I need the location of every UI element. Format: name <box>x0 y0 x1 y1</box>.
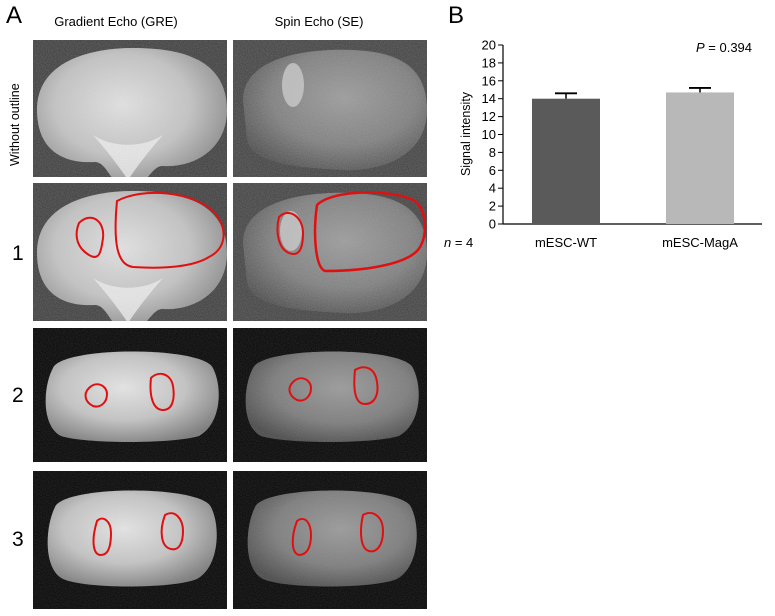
mri-gre-row-3 <box>33 471 227 609</box>
mri-se-without-outline <box>233 40 427 177</box>
y-tick-label: 20 <box>482 38 496 53</box>
bar-chart: 0 2 4 6 8 10 12 14 16 18 20 mESC-WT mESC-MagA Signa… <box>444 38 762 250</box>
mri-se-row-2 <box>233 328 427 462</box>
bar-mESC-MagA <box>666 92 734 224</box>
y-axis-label: Signal intensity <box>459 91 473 176</box>
bar-mESC-WT <box>532 98 600 224</box>
panel-b-label: B <box>448 2 465 29</box>
n-value: = 4 <box>451 235 473 250</box>
n-symbol: n <box>444 235 451 250</box>
row-label-3: 3 <box>12 528 24 551</box>
mri-se-row-3 <box>233 471 427 609</box>
mri-gre-row-1 <box>33 183 227 321</box>
mri-se-row-1 <box>233 183 427 321</box>
p-value: = 0.394 <box>705 40 752 55</box>
bars-group <box>532 87 734 224</box>
y-tick-label: 0 <box>489 217 496 232</box>
p-symbol: P <box>696 40 705 55</box>
mri-gre-without-outline <box>33 40 227 177</box>
y-tick-label: 12 <box>482 109 496 124</box>
y-tick-label: 16 <box>482 73 496 88</box>
row-label-2: 2 <box>12 384 24 407</box>
y-tick-label: 6 <box>489 163 496 178</box>
panel-a-label: A <box>6 2 23 29</box>
y-tick-label: 14 <box>482 91 496 106</box>
mri-gre-row-2 <box>33 328 227 462</box>
n-annotation: n = 4 <box>444 235 473 250</box>
column-header-gre: Gradient Echo (GRE) <box>54 14 178 29</box>
x-tick-label: mESC-MagA <box>662 235 738 250</box>
y-tick-label: 4 <box>489 181 496 196</box>
y-tick-label: 18 <box>482 55 496 70</box>
x-tick-label: mESC-WT <box>535 235 597 250</box>
x-tick-labels: mESC-WT mESC-MagA <box>535 235 738 250</box>
y-tick-label: 10 <box>482 127 496 142</box>
row-label-without-outline: Without outline <box>8 83 22 166</box>
row-label-1: 1 <box>12 242 24 265</box>
y-tick-label: 8 <box>489 145 496 160</box>
column-header-se: Spin Echo (SE) <box>274 14 364 29</box>
p-value-annotation: P = 0.394 <box>696 40 752 55</box>
y-tick-label: 2 <box>489 199 496 214</box>
